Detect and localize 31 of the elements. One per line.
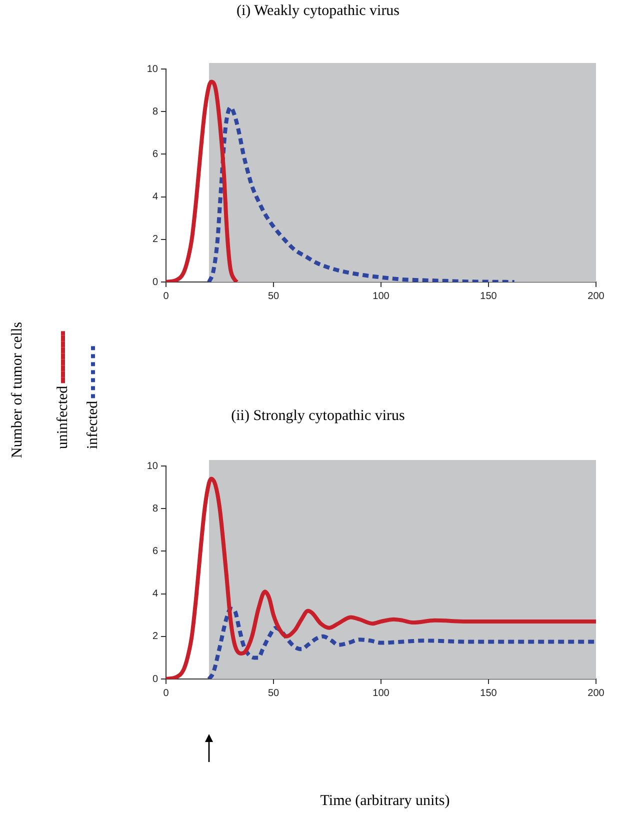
x-tick-label: 150: [480, 688, 498, 699]
chart-title: (i) Weakly cytopathic virus: [236, 3, 400, 20]
x-tick-label: 100: [372, 688, 390, 699]
y-tick-label: 6: [152, 546, 158, 557]
legend-label: infected: [84, 400, 102, 450]
line-series: [207, 105, 516, 282]
chart-title: (ii) Strongly cytopathic virus: [231, 408, 405, 425]
line-series: [166, 80, 239, 282]
x-tick-label: 200: [588, 688, 605, 699]
y-axis-title: Number of tumor cells: [10, 322, 26, 458]
x-tick-label: 0: [163, 688, 170, 699]
x-tick-label: 50: [268, 688, 280, 699]
x-tick-label: 150: [480, 290, 498, 302]
x-tick-label: 0: [163, 290, 170, 302]
y-tick-label: 10: [146, 64, 158, 75]
y-tick-label: 4: [152, 192, 158, 203]
x-tick-label: 200: [588, 290, 605, 302]
y-tick-label: 2: [152, 234, 158, 246]
x-tick-label: 50: [268, 290, 280, 302]
y-tick-label: 10: [146, 460, 158, 472]
y-tick-label: 0: [152, 674, 158, 685]
y-tick-label: 6: [152, 148, 158, 160]
y-tick-label: 8: [152, 503, 158, 514]
x-axis-title: Time (arbitrary units): [320, 793, 450, 810]
legend-label: uninfected: [54, 386, 72, 450]
y-tick-label: 2: [152, 631, 158, 642]
y-tick-label: 4: [152, 588, 158, 600]
line-series: [207, 606, 596, 679]
y-tick-label: 8: [152, 106, 158, 118]
x-tick-label: 100: [372, 290, 390, 302]
y-tick-label: 0: [152, 276, 158, 288]
